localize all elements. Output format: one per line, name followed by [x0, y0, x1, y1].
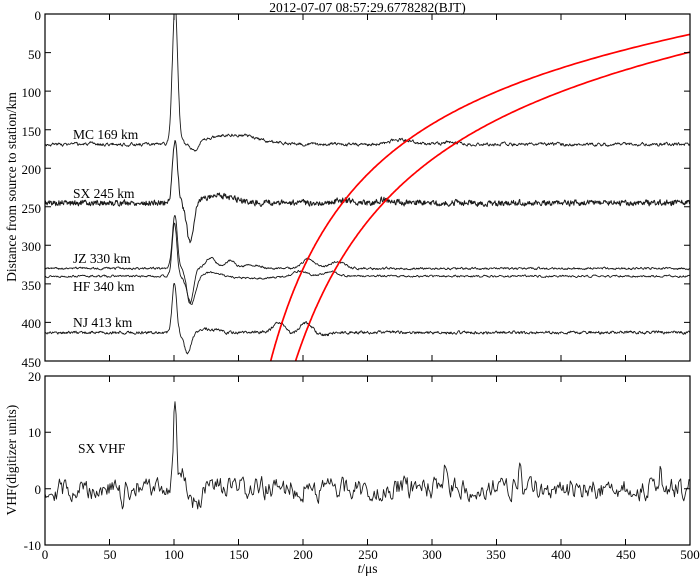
bottom-panel-y-tick-label: 10: [28, 425, 41, 440]
x-axis-label-unit: /μs: [361, 561, 378, 576]
station-label-sx: SX 245 km: [73, 186, 135, 201]
top-panel-y-tick-label: 300: [21, 239, 42, 254]
top-panel-y-tick-label: 50: [28, 47, 41, 62]
waveform-traces: [45, 14, 690, 355]
top-panel-y-tick-label: 200: [21, 162, 42, 177]
station-waveform-hf: [45, 222, 690, 305]
station-waveform-sx: [45, 140, 690, 244]
top-panel-y-tick-label: 150: [21, 124, 42, 139]
station-waveform-jz: [45, 215, 690, 304]
top-panel-y-tick-label: 100: [21, 85, 42, 100]
bottom-panel-y-tick-label: -10: [23, 538, 41, 553]
station-label-nj: NJ 413 km: [73, 315, 133, 330]
vhf-waveform: [45, 401, 690, 510]
station-label-jz: JZ 330 km: [73, 251, 131, 266]
top-panel-y-tick-label: 400: [21, 316, 42, 331]
bottom-panel-y-tick-label: 0: [34, 482, 42, 497]
top-panel-y-tick-label: 0: [34, 8, 42, 23]
skywave-curve-2: [294, 51, 690, 361]
x-axis-label-variable: t: [357, 561, 362, 576]
axis-ticks: [44, 13, 691, 546]
x-tick-label: 350: [486, 547, 506, 562]
station-waveform-nj: [45, 283, 690, 355]
x-tick-label: 0: [41, 547, 49, 562]
x-tick-label: 50: [103, 547, 117, 562]
x-tick-label: 300: [422, 547, 442, 562]
chart-title: 2012-07-07 08:57:29.6778282(BJT): [269, 0, 466, 15]
x-tick-label: 200: [293, 547, 313, 562]
vhf-trace-group: [45, 401, 690, 510]
waveform-panel-frame: [44, 13, 691, 362]
vhf-panel-frame: [44, 375, 691, 546]
bottom-panel-y-tick-label: 20: [28, 369, 41, 384]
x-tick-label: 400: [551, 547, 571, 562]
top-panel-y-tick-label: 350: [21, 278, 42, 293]
x-axis-label: t/μs: [45, 561, 690, 577]
x-tick-label: 500: [680, 547, 700, 562]
station-label-hf: HF 340 km: [73, 279, 135, 294]
x-tick-label: 250: [358, 547, 378, 562]
x-tick-label: 150: [229, 547, 249, 562]
x-tick-label: 100: [164, 547, 184, 562]
skywave-curve-1: [269, 33, 690, 361]
top-panel-y-tick-label: 450: [21, 355, 42, 370]
top-panel-y-tick-label: 250: [21, 201, 42, 216]
x-tick-label: 450: [616, 547, 636, 562]
vhf-trace-label: SX VHF: [78, 441, 126, 456]
station-waveform-mc: [45, 14, 690, 152]
station-label-mc: MC 169 km: [73, 127, 139, 142]
